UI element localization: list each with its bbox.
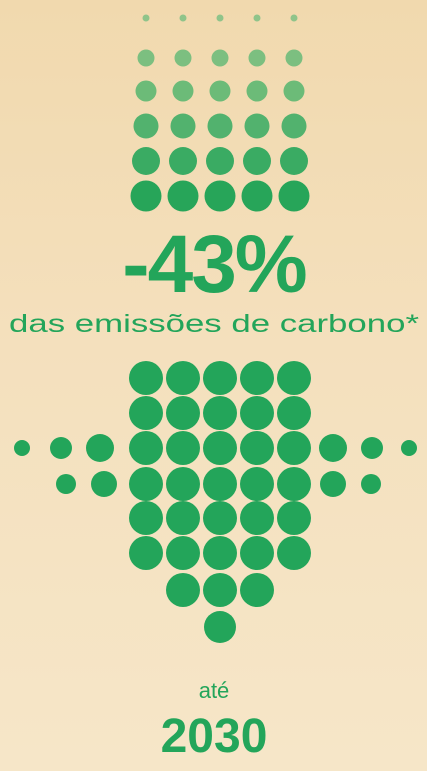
dot bbox=[280, 147, 308, 175]
dot bbox=[240, 396, 274, 430]
dot bbox=[91, 471, 117, 497]
dot bbox=[401, 440, 417, 456]
dot bbox=[129, 501, 163, 535]
dot bbox=[203, 501, 237, 535]
dot bbox=[129, 536, 163, 570]
dot bbox=[204, 180, 236, 212]
dot bbox=[179, 14, 187, 22]
dot bbox=[285, 49, 303, 67]
dot bbox=[361, 474, 381, 494]
dot bbox=[166, 467, 200, 501]
dot bbox=[281, 113, 307, 139]
dot bbox=[206, 147, 234, 175]
dot bbox=[167, 180, 199, 212]
dot bbox=[240, 361, 274, 395]
subtitle: das emissões de carbono* bbox=[9, 310, 419, 338]
dot bbox=[277, 467, 311, 501]
dot bbox=[137, 49, 155, 67]
dot bbox=[166, 573, 200, 607]
dot bbox=[169, 147, 197, 175]
dot bbox=[142, 14, 150, 22]
dot bbox=[243, 147, 271, 175]
dot bbox=[248, 49, 266, 67]
dot bbox=[170, 113, 196, 139]
year: 2030 bbox=[161, 710, 268, 763]
dot bbox=[203, 573, 237, 607]
until-label: até bbox=[199, 678, 230, 703]
dot bbox=[174, 49, 192, 67]
dot bbox=[14, 440, 30, 456]
dot bbox=[203, 536, 237, 570]
dot bbox=[203, 431, 237, 465]
dot bbox=[278, 180, 310, 212]
dot bbox=[203, 396, 237, 430]
dot bbox=[132, 147, 160, 175]
dot bbox=[283, 80, 305, 102]
dot bbox=[277, 501, 311, 535]
dot bbox=[135, 80, 157, 102]
dot bbox=[133, 113, 159, 139]
dot bbox=[129, 396, 163, 430]
dot bbox=[209, 80, 231, 102]
dot bbox=[240, 501, 274, 535]
dot bbox=[246, 80, 268, 102]
dot bbox=[277, 536, 311, 570]
dot bbox=[240, 573, 274, 607]
dot bbox=[203, 361, 237, 395]
dot bbox=[166, 361, 200, 395]
dot bbox=[240, 467, 274, 501]
dot bbox=[290, 14, 298, 22]
dot bbox=[277, 396, 311, 430]
dot bbox=[203, 467, 237, 501]
dot bbox=[172, 80, 194, 102]
dot bbox=[129, 361, 163, 395]
dot bbox=[240, 536, 274, 570]
dot bbox=[211, 49, 229, 67]
dot bbox=[166, 501, 200, 535]
dot bbox=[216, 14, 224, 22]
dot bbox=[204, 611, 236, 643]
dot bbox=[166, 536, 200, 570]
dot bbox=[319, 434, 347, 462]
dot-arrows bbox=[14, 14, 417, 643]
dot bbox=[129, 467, 163, 501]
dot bbox=[129, 431, 163, 465]
dot bbox=[244, 113, 270, 139]
dot bbox=[130, 180, 162, 212]
dot bbox=[207, 113, 233, 139]
dot bbox=[241, 180, 273, 212]
dot bbox=[56, 474, 76, 494]
dot bbox=[320, 471, 346, 497]
dot bbox=[50, 437, 72, 459]
dot bbox=[86, 434, 114, 462]
headline: -43% bbox=[122, 219, 306, 310]
dot bbox=[361, 437, 383, 459]
dot bbox=[166, 431, 200, 465]
dot bbox=[253, 14, 261, 22]
dot bbox=[277, 431, 311, 465]
dot bbox=[277, 361, 311, 395]
dot bbox=[240, 431, 274, 465]
dot bbox=[166, 396, 200, 430]
